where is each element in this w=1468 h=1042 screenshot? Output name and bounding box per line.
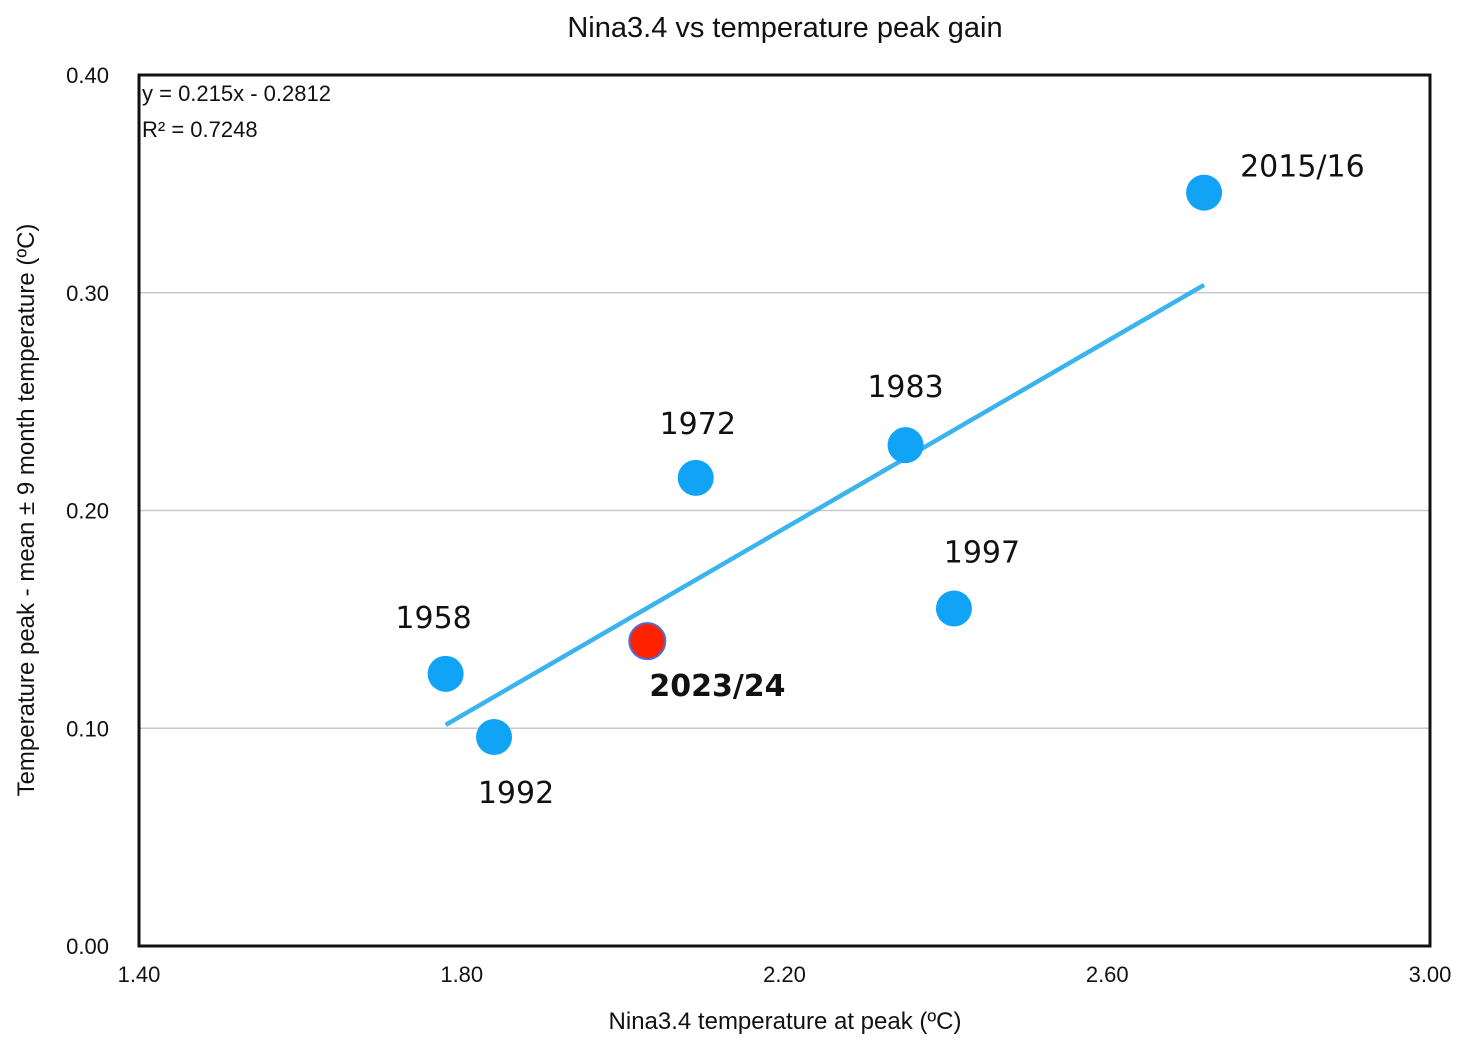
- x-axis-ticks: 1.40 1.80 2.20 2.60 3.00: [118, 962, 1452, 987]
- y-tick-label: 0.10: [66, 716, 109, 741]
- trendline: [444, 282, 1206, 727]
- x-tick-label: 3.00: [1409, 962, 1452, 987]
- plot-area-frame: [137, 73, 1432, 948]
- data-point-label: 1997: [944, 535, 1020, 570]
- data-points: [427, 174, 1223, 755]
- y-tick-label: 0.30: [66, 281, 109, 306]
- data-point-label: 2015/16: [1240, 150, 1365, 185]
- y-axis-ticks: 0.00 0.10 0.20 0.30 0.40: [66, 63, 109, 959]
- x-tick-label: 2.20: [763, 962, 806, 987]
- trendline-equation: y = 0.215x - 0.2812: [142, 81, 331, 106]
- x-axis-label: Nina3.4 temperature at peak (ºC): [609, 1008, 962, 1035]
- data-point: [427, 655, 464, 692]
- chart-title: Nina3.4 vs temperature peak gain: [567, 12, 1002, 44]
- x-tick-label: 2.60: [1086, 962, 1129, 987]
- x-tick-label: 1.40: [118, 962, 161, 987]
- data-point: [1186, 174, 1223, 211]
- data-point-label: 1983: [867, 370, 943, 405]
- data-point-highlight: [628, 622, 667, 661]
- data-point: [476, 718, 513, 755]
- y-tick-label: 0.00: [66, 934, 109, 959]
- data-point: [935, 590, 972, 627]
- data-point: [677, 459, 714, 496]
- data-point-label: 2023/24: [649, 669, 785, 704]
- data-point-label: 1992: [478, 776, 554, 811]
- data-point-label: 1972: [660, 407, 736, 442]
- data-point: [887, 427, 924, 464]
- y-tick-label: 0.20: [66, 499, 109, 524]
- data-point-label: 1958: [395, 601, 471, 636]
- data-point-labels: 1958 1992 1972 1983 1997 2015/16 2023/24: [395, 150, 1364, 811]
- trendline-r-squared: R² = 0.7248: [142, 117, 258, 142]
- y-tick-label: 0.40: [66, 63, 109, 88]
- x-tick-label: 1.80: [440, 962, 483, 987]
- gridlines: [139, 292, 1430, 729]
- y-axis-label: Temperature peak - mean ± 9 month temper…: [13, 224, 40, 797]
